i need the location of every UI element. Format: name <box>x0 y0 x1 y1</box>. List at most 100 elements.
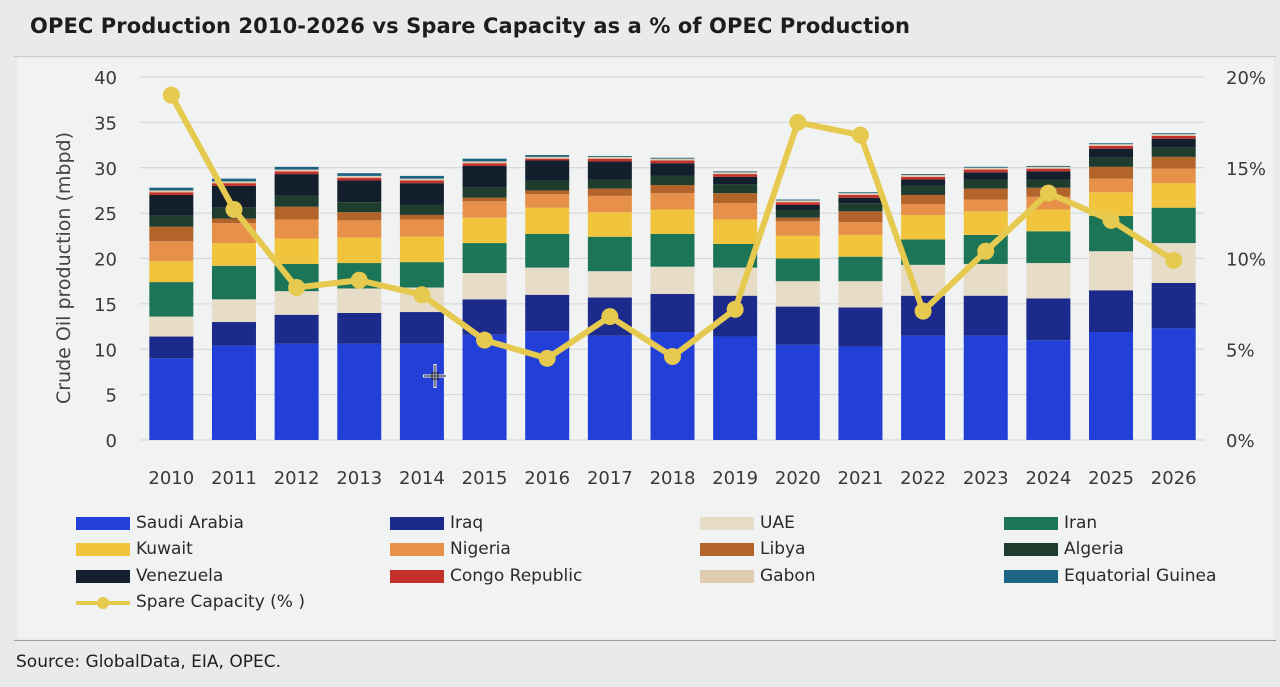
y2-tick-label: 20% <box>1226 68 1266 89</box>
bar-segment <box>149 241 194 262</box>
y-tick-label: 35 <box>94 113 117 134</box>
bar-segment <box>525 160 570 181</box>
x-tick-label: 2024 <box>1025 468 1071 489</box>
bar-stack-2020 <box>775 199 820 440</box>
x-tick-label: 2017 <box>587 468 633 489</box>
bar-segment <box>149 190 194 193</box>
bar-segment <box>838 193 883 195</box>
x-tick-label: 2016 <box>524 468 570 489</box>
spare-capacity-point <box>601 308 619 326</box>
x-tick-label: 2010 <box>148 468 194 489</box>
y-tick-label: 25 <box>94 204 117 225</box>
bar-segment <box>775 281 820 307</box>
bar-segment <box>1026 209 1071 232</box>
bar-segment <box>462 201 507 218</box>
bar-segment <box>149 358 194 440</box>
bar-segment <box>587 271 632 298</box>
bar-segment <box>337 237 382 264</box>
bar-segment <box>775 202 820 205</box>
bar-segment <box>775 235 820 259</box>
spare-capacity-point <box>1102 211 1120 229</box>
bar-segment <box>1089 332 1134 440</box>
bar-segment <box>211 181 256 184</box>
bar-segment <box>775 221 820 236</box>
bar-segment <box>525 207 570 234</box>
bar-segment <box>1151 135 1196 139</box>
bar-segment <box>587 161 632 180</box>
x-tick-label: 2021 <box>838 468 884 489</box>
bar-segment <box>399 204 444 215</box>
bar-stack-2013 <box>337 173 382 440</box>
bar-segment <box>838 192 883 194</box>
bar-segment <box>1026 298 1071 341</box>
bar-stack-2025 <box>1089 143 1134 440</box>
crosshair-cursor-icon <box>423 364 447 388</box>
bar-stack-2019 <box>713 171 758 440</box>
y-tick-label: 40 <box>94 68 117 89</box>
bar-segment <box>1151 183 1196 208</box>
bar-segment <box>462 197 507 202</box>
bar-segment <box>149 192 194 195</box>
bar-segment <box>713 219 758 244</box>
bar-segment <box>274 206 319 220</box>
bar-segment <box>462 163 507 166</box>
bar-segment <box>713 174 758 177</box>
bar-segment <box>713 184 758 194</box>
bar-segment <box>399 180 444 184</box>
bar-segment <box>775 200 820 203</box>
bar-segment <box>1089 178 1134 193</box>
y-axis-left: 0 5 10 15 20 25 30 35 40 <box>94 68 117 452</box>
bar-segment <box>337 212 382 221</box>
spare-capacity-point <box>851 126 869 144</box>
y-tick-label: 5 <box>106 386 117 407</box>
bar-segment <box>838 194 883 198</box>
bar-stack-2021 <box>838 192 883 440</box>
x-axis: 2010 2011 2012 2013 2014 2015 2016 2017 2018 2019… <box>148 468 1196 489</box>
bar-segment <box>149 187 194 191</box>
bar-segment <box>650 158 695 161</box>
bar-segment <box>399 343 444 440</box>
bar-stack-2026 <box>1151 133 1196 440</box>
bar-segment <box>1151 138 1196 148</box>
bar-segment <box>1089 166 1134 179</box>
bar-segment <box>1026 231 1071 264</box>
x-tick-label: 2014 <box>399 468 445 489</box>
bar-segment <box>337 202 382 213</box>
bar-segment <box>1026 179 1071 188</box>
bar-segment <box>1151 133 1196 135</box>
x-tick-label: 2020 <box>775 468 821 489</box>
bar-segment <box>587 188 632 196</box>
bar-segment <box>650 233 695 267</box>
spare-capacity-point <box>726 300 744 318</box>
bar-stack-2018 <box>650 157 695 440</box>
bar-segment <box>1089 157 1134 167</box>
bar-segment <box>149 261 194 283</box>
bar-segment <box>525 233 570 268</box>
bar-segment <box>963 199 1008 212</box>
x-tick-label: 2022 <box>900 468 946 489</box>
title-divider <box>14 56 1276 57</box>
bar-segment <box>775 306 820 345</box>
spare-capacity-point <box>914 302 932 320</box>
bar-segment <box>149 316 194 337</box>
bar-segment <box>274 343 319 440</box>
bar-segment <box>1151 147 1196 157</box>
bar-segment <box>838 234 883 257</box>
bar-segment <box>337 312 382 344</box>
bar-segment <box>462 165 507 188</box>
bar-segment <box>775 344 820 440</box>
bar-segment <box>149 282 194 317</box>
bar-segment <box>713 171 758 173</box>
spare-capacity-point <box>789 113 807 131</box>
bar-segment <box>901 335 946 440</box>
spare-capacity-point <box>413 286 431 304</box>
bar-segment <box>149 215 194 227</box>
bar-segment <box>838 197 883 204</box>
bar-segment <box>462 243 507 274</box>
bar-segment <box>650 184 695 194</box>
bar-stack-2010 <box>149 187 194 440</box>
bar-segment <box>1089 143 1134 145</box>
bar-segment <box>650 293 695 333</box>
bar-segment <box>901 194 946 205</box>
